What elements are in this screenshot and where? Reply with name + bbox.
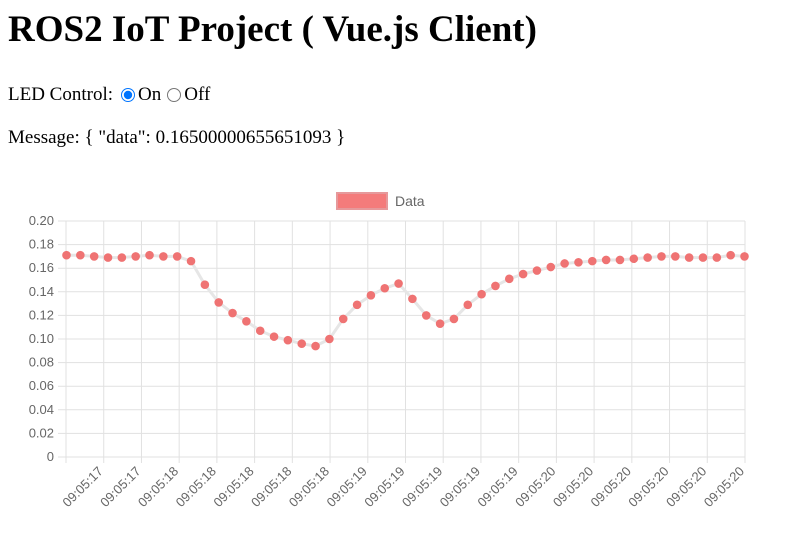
legend-label[interactable]: Data: [395, 193, 425, 209]
data-point: [601, 255, 611, 265]
data-point: [159, 252, 168, 261]
x-tick-label: 09:05:20: [701, 464, 747, 510]
x-tick-label: 09:05:20: [663, 464, 709, 510]
x-tick-label: 09:05:20: [588, 464, 634, 510]
data-point: [574, 258, 583, 267]
led-off-radio[interactable]: [167, 88, 182, 102]
data-line-chart: 0 0.02 0.04 0.06 0.08 0.10 0.12 0.14 0.16 0.18 0.2…: [29, 192, 749, 510]
data-point: [629, 254, 639, 264]
x-tick-label: 09:05:20: [625, 464, 671, 510]
message-value: { "data": 0.16500000655651093 }: [84, 127, 346, 148]
data-point: [449, 314, 459, 324]
data-point: [435, 319, 445, 328]
led-control-label: LED Control:: [8, 84, 114, 105]
data-point: [366, 291, 376, 300]
data-point: [643, 253, 652, 262]
x-tick-label: 09:05:19: [324, 464, 370, 510]
legend-swatch[interactable]: [336, 192, 388, 210]
led-off-label: Off: [184, 84, 211, 105]
data-point: [76, 250, 85, 260]
data-point: [228, 308, 237, 318]
chart-legend[interactable]: Data: [336, 192, 425, 210]
x-tick-label: 09:05:19: [361, 464, 407, 510]
data-point: [352, 300, 362, 310]
data-point: [283, 335, 293, 345]
y-tick-label: 0: [47, 449, 54, 464]
y-tick-label: 0.06: [29, 378, 54, 393]
data-point: [491, 281, 500, 291]
data-point: [421, 311, 431, 320]
data-point: [255, 326, 265, 336]
data-point: [504, 274, 514, 284]
data-point: [726, 250, 735, 260]
y-tick-label: 0.14: [29, 284, 54, 299]
data-point: [145, 250, 154, 260]
x-tick-label: 09:05:19: [399, 464, 445, 510]
y-tick-label: 0.18: [29, 237, 54, 252]
data-point: [712, 253, 722, 262]
y-tick-label: 0.08: [29, 355, 54, 370]
chart-series-data: [62, 250, 749, 351]
data-point: [518, 269, 528, 279]
data-point: [408, 294, 417, 304]
data-point: [214, 298, 224, 307]
data-point: [338, 314, 348, 324]
data-point: [560, 259, 569, 268]
x-tick-label: 09:05:19: [474, 464, 520, 510]
y-tick-label: 0.04: [29, 402, 54, 417]
x-tick-label: 09:05:18: [248, 464, 294, 510]
data-point: [89, 252, 99, 261]
y-tick-label: 0.16: [29, 260, 54, 275]
y-tick-label: 0.20: [29, 213, 54, 228]
data-point: [587, 256, 597, 266]
data-point: [671, 252, 680, 261]
data-point: [186, 256, 196, 266]
data-point: [394, 279, 403, 288]
data-point: [269, 332, 279, 341]
data-point: [740, 252, 749, 261]
led-on-label: On: [138, 84, 162, 105]
data-point: [311, 341, 320, 351]
data-point: [463, 300, 473, 310]
y-tick-label: 0.12: [29, 307, 54, 322]
led-on-option[interactable]: On: [119, 84, 161, 106]
data-point: [477, 289, 486, 299]
page-title: ROS2 IoT Project ( Vue.js Client): [8, 9, 537, 50]
x-tick-label: 09:05:18: [173, 464, 219, 510]
y-tick-label: 0.02: [29, 425, 54, 440]
message-label: Message:: [8, 127, 80, 148]
data-point: [200, 280, 210, 290]
data-point: [546, 262, 556, 272]
message-row: Message: { "data": 0.16500000655651093 }: [8, 127, 345, 149]
led-off-option[interactable]: Off: [165, 84, 210, 106]
data-point: [117, 253, 127, 262]
data-point: [684, 253, 694, 262]
data-point: [242, 317, 251, 326]
x-tick-label: 09:05:17: [97, 464, 143, 510]
x-tick-label: 09:05:18: [135, 464, 181, 510]
data-point: [325, 334, 334, 344]
led-control: LED Control: On Off: [8, 84, 210, 106]
data-point: [698, 253, 708, 262]
x-tick-label: 09:05:18: [286, 464, 332, 510]
data-point: [297, 339, 307, 349]
data-point: [103, 253, 113, 262]
data-point: [131, 252, 140, 261]
x-tick-label: 09:05:19: [437, 464, 483, 510]
data-point: [172, 252, 182, 261]
data-point: [657, 252, 666, 261]
x-tick-label: 09:05:18: [210, 464, 256, 510]
x-tick-label: 09:05:20: [550, 464, 596, 510]
x-tick-label: 09:05:20: [512, 464, 558, 510]
led-on-radio[interactable]: [121, 88, 136, 102]
data-point: [62, 250, 71, 260]
data-point: [532, 266, 542, 275]
data-point: [380, 283, 390, 293]
data-point: [615, 255, 625, 265]
y-tick-label: 0.10: [29, 331, 54, 346]
x-tick-label: 09:05:17: [59, 464, 105, 510]
